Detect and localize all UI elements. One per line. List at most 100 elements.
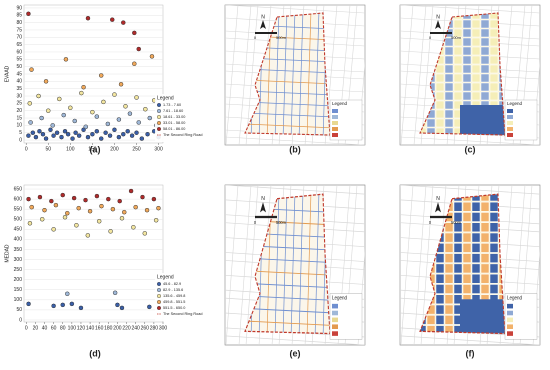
y-tick-label: 10 [16,123,22,129]
map: N 0 500m Legend [399,4,541,146]
block [444,263,454,274]
block [471,82,481,92]
block [480,46,490,56]
legend-label: 135.6 - 459.8 [163,294,185,298]
point [119,305,125,311]
y-tick-label: 45 [16,71,22,77]
point [37,129,42,134]
block [435,304,445,315]
block [471,37,481,47]
point [40,131,46,137]
map: N 0 500m Legend [224,4,366,146]
block [489,46,499,56]
block [471,28,481,38]
block [462,263,472,274]
point [68,105,73,111]
street [245,5,259,145]
scale-bar [255,32,277,34]
scale-label: 500m [276,220,286,225]
point [108,229,113,234]
point [134,130,139,135]
point [121,131,126,137]
block [453,253,463,264]
point [76,133,82,138]
block [426,325,436,334]
map-legend-swatch [332,331,338,336]
map-legend-swatch [332,303,338,309]
point [136,120,141,125]
y-tick-label: 75 [16,27,22,33]
point [129,133,135,138]
map-legend-swatch [332,115,338,119]
road [245,320,330,327]
map-legend-swatch [507,115,513,119]
block [453,46,463,56]
block [462,28,472,38]
point [96,219,102,224]
road [245,282,330,289]
y-tick-label: 400 [14,237,23,243]
street [400,185,401,190]
block [453,284,463,294]
x-tick-label: 240 [131,325,140,331]
panel-label: (b) [289,144,301,154]
block [480,37,490,47]
point [27,101,32,106]
block [489,212,499,222]
block [480,284,490,294]
block [453,82,463,92]
legend-box [155,273,199,321]
y-tick-label: 450 [14,227,23,233]
road [298,194,304,334]
legend-title: Legend [157,274,174,280]
block [444,253,454,264]
map-legend-swatch [332,310,338,316]
point [123,104,128,109]
second-ring-road [244,12,331,136]
north-arrow [260,20,266,29]
point [117,198,122,204]
legend-label: 7.61 - 18.60 [163,109,183,113]
point [62,129,68,134]
block [444,91,454,101]
block [426,118,436,128]
block [489,82,499,92]
map-legend-swatch [507,127,513,131]
block [435,284,445,294]
block [435,100,445,110]
block [489,55,499,65]
block [471,201,481,212]
block [462,82,472,92]
y-tick-label: 55 [16,57,22,63]
point [143,106,148,112]
block [462,37,472,47]
scale-bar [255,215,277,219]
point [94,114,100,119]
block [462,64,472,74]
block [435,325,445,334]
block [462,253,472,264]
point [151,196,157,202]
block [444,82,454,92]
y-tick-label: 25 [16,101,22,107]
legend-label: 33.01 - 58.00 [163,121,185,125]
point [27,221,33,226]
block [444,325,454,334]
point [39,115,44,121]
block [489,263,499,274]
map-legend-swatch [332,324,338,329]
x-tick-label: 0 [25,146,28,152]
road [245,307,330,314]
block [489,28,499,38]
block [471,284,481,294]
map-legend-title: Legend [332,295,347,301]
block [489,243,499,253]
map-legend-swatch [332,133,338,137]
block [444,127,454,135]
legend-label: 45.6 - 82.9 [163,282,181,286]
block [489,201,499,212]
scale-label: 0 [254,35,257,40]
block [471,263,481,274]
point [81,84,86,90]
